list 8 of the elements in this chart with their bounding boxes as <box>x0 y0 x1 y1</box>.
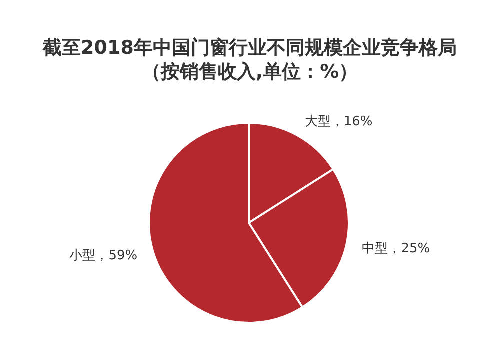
data-label: ，25% <box>388 240 430 256</box>
chart-title: 截至2018年中国门窗行业不同规模企业竞争格局 <box>42 36 458 60</box>
chart-subtitle: （按销售收入,单位：%） <box>140 60 360 84</box>
slice-label: 大型 <box>304 114 331 129</box>
slice-label: 小型 <box>70 248 96 263</box>
data-label: ，16% <box>330 114 373 129</box>
slice-label: 中型 <box>362 240 388 256</box>
data-label: ，59% <box>96 248 138 263</box>
